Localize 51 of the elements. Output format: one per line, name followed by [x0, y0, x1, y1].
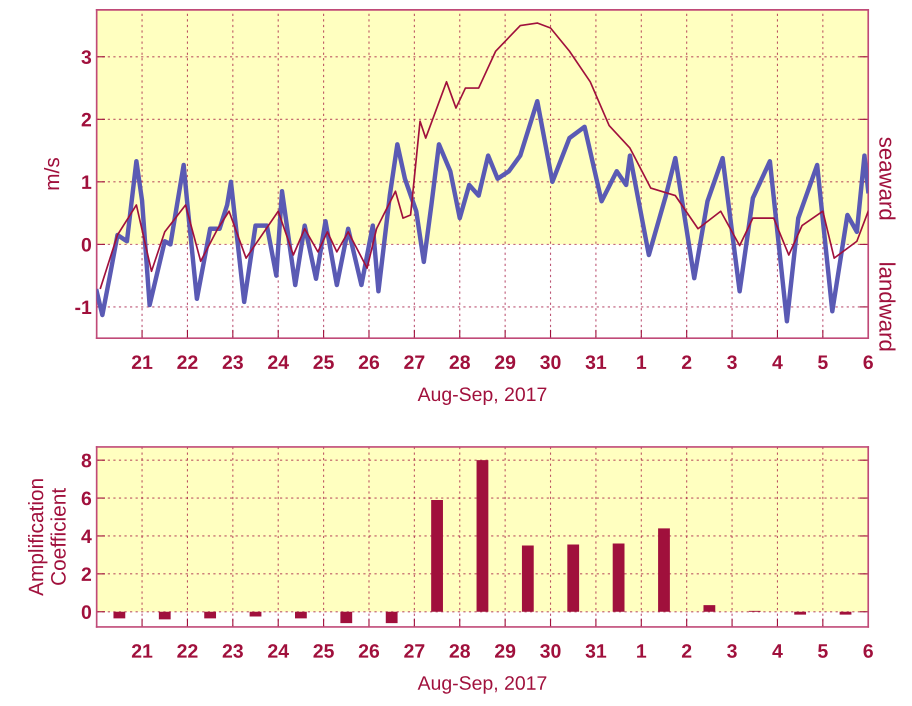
y-tick-label: 1	[82, 176, 92, 189]
text: seaward	[879, 137, 896, 220]
x-tick-label: 24	[268, 355, 289, 369]
x-tick-label: 23	[222, 644, 243, 658]
y-axis-title: Amplification Coefficient	[28, 479, 66, 596]
y-tick-label: 6	[82, 492, 92, 506]
x-tick-label: 25	[313, 355, 334, 370]
x-tick-label: 21	[132, 355, 152, 369]
y-tick-label: 0	[82, 238, 92, 252]
x-tick-label: 3	[727, 355, 737, 370]
x-tick-label: 27	[404, 644, 424, 658]
x-axis-title: Aug-Sep, 2017	[418, 676, 546, 694]
x-tick-label: 23	[222, 355, 243, 370]
x-tick-label: 2	[682, 355, 692, 369]
x-tick-label: 25	[313, 644, 334, 658]
x-tick-label: 27	[404, 355, 424, 369]
y-tick-label: -1	[75, 300, 92, 314]
x-tick-label: 30	[540, 355, 561, 370]
x-tick-label: 30	[540, 644, 561, 658]
x-tick-label: 6	[864, 644, 873, 658]
x-tick-label: 5	[818, 356, 828, 370]
x-tick-label: 26	[358, 355, 380, 370]
y-tick-label: 2	[82, 112, 92, 126]
x-tick-label: 4	[772, 644, 783, 658]
y-tick-label: 3	[81, 50, 92, 64]
x-tick-label: 2	[682, 644, 692, 658]
x-tick-label: 22	[177, 644, 198, 658]
x-axis-title: Aug-Sep, 2017	[418, 387, 546, 405]
y-axis-title: m/s	[44, 158, 60, 190]
x-tick-label: 4	[772, 356, 783, 369]
y-tick-label: 2	[82, 567, 92, 581]
x-tick-label: 24	[268, 644, 289, 658]
x-tick-label: 3	[727, 644, 737, 658]
line-series	[96, 98, 868, 324]
x-tick-label: 1	[637, 356, 646, 369]
x-tick-label: 1	[637, 644, 646, 658]
y-tick-label: 0	[82, 605, 92, 620]
x-tick-label: 6	[864, 355, 873, 370]
x-tick-label: 31	[586, 355, 606, 370]
x-tick-label: 28	[450, 355, 470, 370]
x-tick-label: 22	[177, 355, 198, 369]
x-tick-label: 21	[132, 644, 152, 658]
x-tick-label: 31	[586, 644, 606, 658]
x-tick-label: 29	[495, 355, 516, 370]
x-tick-label: 26	[358, 644, 380, 658]
x-tick-label: 5	[818, 644, 828, 658]
x-tick-label: 29	[495, 644, 516, 658]
x-tick-label: 28	[450, 644, 470, 658]
text: landward	[879, 263, 896, 350]
y-tick-label: 8	[82, 454, 92, 468]
y-tick-label: 4	[81, 530, 92, 544]
